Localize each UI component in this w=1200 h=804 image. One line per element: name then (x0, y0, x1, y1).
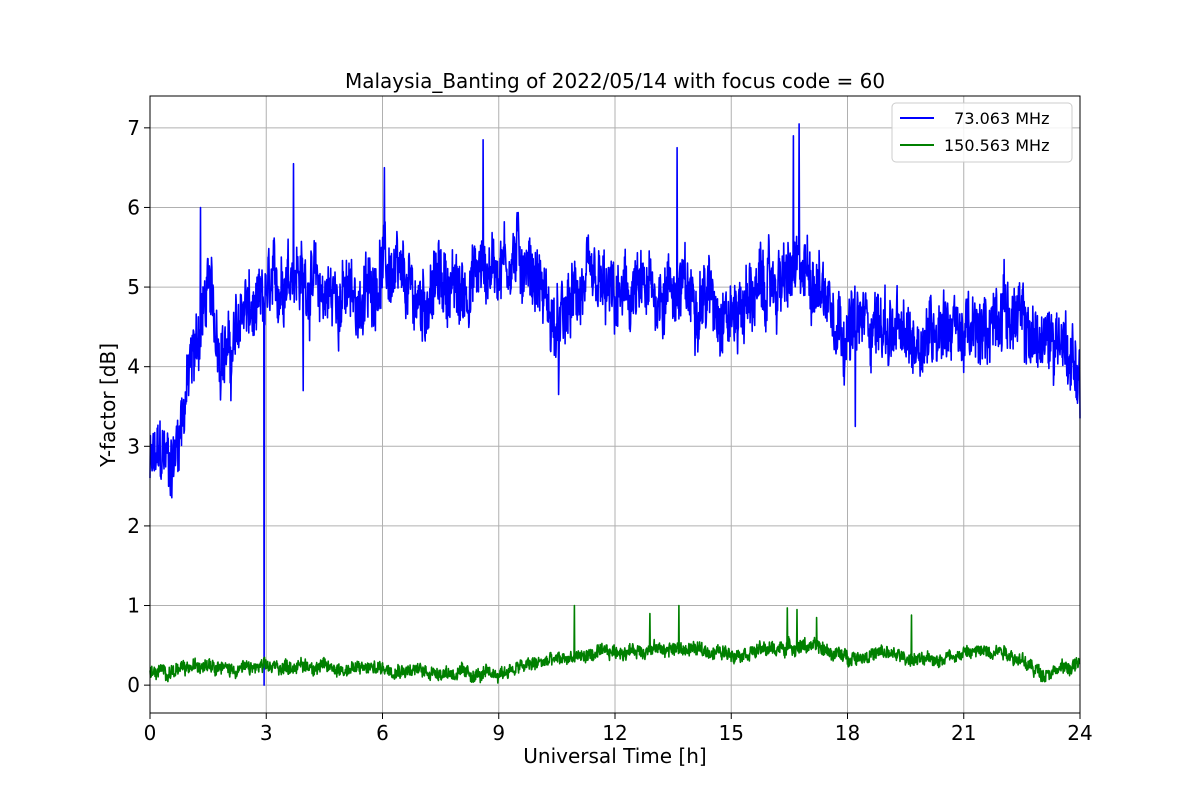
x-tick-label: 3 (260, 721, 273, 745)
x-tick-label: 12 (602, 721, 627, 745)
chart-title: Malaysia_Banting of 2022/05/14 with focu… (345, 69, 885, 93)
x-tick-label: 24 (1067, 721, 1092, 745)
x-tick-label: 15 (719, 721, 744, 745)
y-tick-label: 4 (127, 355, 140, 379)
legend: 73.063 MHz 150.563 MHz (891, 102, 1073, 163)
legend-label-150-mhz: 150.563 MHz (944, 136, 1049, 155)
x-axis-label: Universal Time [h] (523, 744, 706, 768)
y-axis: 0 1 2 3 4 5 6 7 (127, 116, 150, 697)
x-tick-label: 21 (951, 721, 976, 745)
x-axis: 0 3 6 9 12 15 18 21 24 (144, 713, 1093, 745)
y-tick-label: 6 (127, 195, 140, 219)
x-tick-label: 6 (376, 721, 389, 745)
legend-label-73-mhz: 73.063 MHz (944, 109, 1049, 128)
y-axis-label: Y-factor [dB] (96, 343, 120, 468)
x-tick-label: 18 (835, 721, 860, 745)
y-tick-label: 3 (127, 434, 140, 458)
series-line-1 (149, 604, 1081, 684)
x-tick-label: 0 (144, 721, 157, 745)
series-layer (149, 123, 1081, 686)
y-tick-label: 1 (127, 594, 140, 618)
y-tick-label: 7 (127, 116, 140, 140)
y-tick-label: 0 (127, 673, 140, 697)
y-tick-label: 2 (127, 514, 140, 538)
x-tick-label: 9 (492, 721, 505, 745)
y-tick-label: 5 (127, 275, 140, 299)
series-line-0 (149, 123, 1081, 686)
legend-box (891, 102, 1073, 163)
